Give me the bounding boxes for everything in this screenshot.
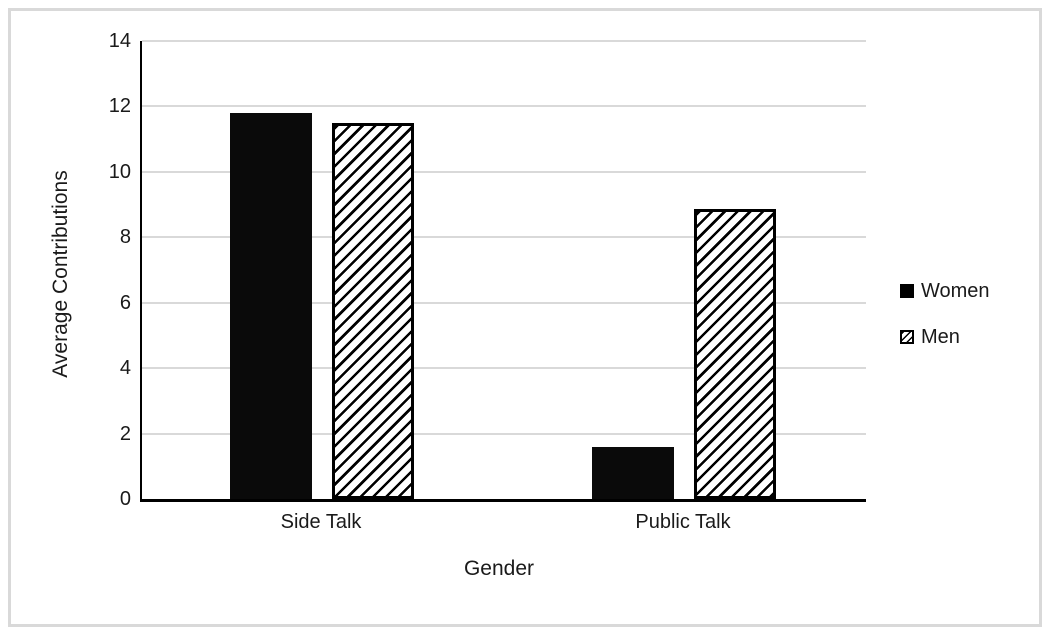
y-tick-label-6: 6 [119,291,131,314]
gridline-y-2 [142,432,866,435]
y-tick-label-10: 10 [108,160,131,183]
bar-men-public-talk [694,209,776,499]
chart-frame [8,8,1042,627]
legend-item-men: Men [900,325,990,349]
y-tick-label-12: 12 [108,95,131,118]
y-tick-label-8: 8 [119,226,131,249]
men-hatch-swatch-icon [900,330,914,344]
y-tick-label-14: 14 [108,30,131,52]
bar-women-public-talk [592,446,674,499]
gridline-y-6 [142,301,866,304]
legend: Women Men [900,279,990,371]
legend-label-men: Men [921,325,960,348]
y-tick-label-4: 4 [119,357,131,380]
gridline-y-4 [142,367,866,370]
legend-label-women: Women [921,279,990,302]
women-solid-swatch-icon [900,284,914,298]
x-axis-title: Gender [463,557,535,580]
x-category-label-side-talk: Side Talk [280,511,362,533]
gridline-y-8 [142,236,866,239]
plot-area [140,40,866,502]
gridline-y-10 [142,170,866,173]
gridline-y-14 [142,40,866,42]
gridline-y-12 [142,105,866,108]
y-axis-tick-labels: 0 2 4 6 8 10 12 14 [0,30,131,510]
legend-item-women: Women [900,279,990,303]
bar-women-side-talk [230,112,312,499]
bar-men-side-talk [332,122,414,499]
y-tick-label-2: 2 [119,422,131,445]
x-category-label-public-talk: Public Talk [635,511,731,533]
y-tick-label-0: 0 [119,488,131,510]
